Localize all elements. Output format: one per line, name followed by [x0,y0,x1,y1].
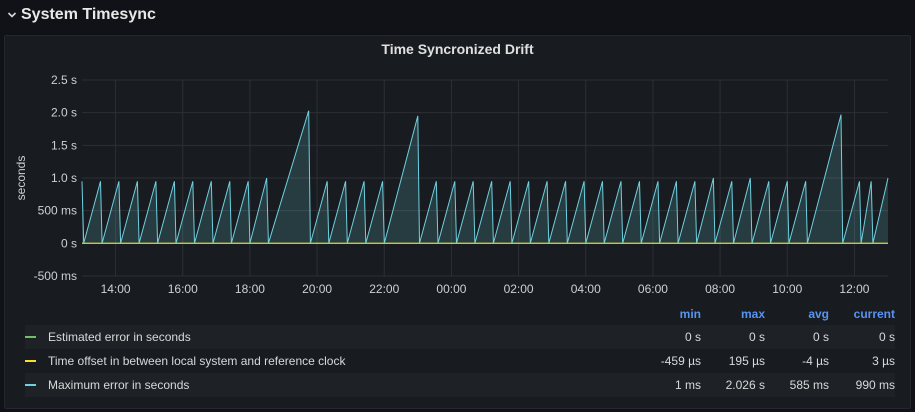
chevron-down-icon[interactable] [7,10,17,20]
x-tick-label: 08:00 [705,282,735,296]
y-tick-label: 1.5 s [51,138,77,152]
legend-header-min[interactable]: min [679,307,701,321]
legend-max: 195 µs [728,354,765,368]
legend-avg: 585 ms [789,378,829,392]
legend-series-name[interactable]: Time offset in between local system and … [48,354,346,368]
legend-current: 990 ms [855,378,895,392]
legend-table: min max avg current Estimated error in s… [25,303,895,397]
x-tick-label: 16:00 [168,282,198,296]
legend-min: -459 µs [660,354,701,368]
panel-title[interactable]: Time Syncronized Drift [381,41,534,57]
y-tick-label: -500 ms [34,269,77,283]
time-drift-panel: Time Syncronized Drift 2.5 s 2.0 s 1.5 s 1.… [4,35,911,409]
drift-chart[interactable]: 2.5 s 2.0 s 1.5 s 1.0 s 500 ms 0 s -500 ms 14:0… [5,36,910,301]
legend-rows: Estimated error in seconds 0 s 0 s 0 s 0… [25,325,895,397]
legend-max: 0 s [748,330,765,344]
y-tick-label: 1.0 s [51,171,77,185]
legend-header-avg[interactable]: avg [808,307,829,321]
series-color-swatch[interactable] [25,336,36,338]
y-tick-label: 0 s [61,236,77,250]
legend-min: 1 ms [674,378,701,392]
legend-series-name[interactable]: Estimated error in seconds [48,330,191,344]
legend-header-max[interactable]: max [740,307,765,321]
legend-header: min max avg current [25,303,895,325]
legend-avg: -4 µs [802,354,829,368]
x-tick-label: 04:00 [571,282,601,296]
x-tick-label: 12:00 [839,282,869,296]
legend-avg: 0 s [812,330,829,344]
legend-row-maximum-error[interactable]: Maximum error in seconds 1 ms 2.026 s 58… [25,373,895,397]
x-tick-label: 18:00 [235,282,265,296]
series-color-swatch[interactable] [25,360,36,362]
legend-max: 2.026 s [725,378,765,392]
row-header[interactable]: System Timesync [0,0,915,30]
y-tick-label: 2.0 s [51,106,77,120]
y-tick-label: 2.5 s [51,73,77,87]
series-area-maximum-error-in-seconds [82,110,888,244]
x-tick-label: 22:00 [369,282,399,296]
x-tick-label: 20:00 [302,282,332,296]
x-tick-label: 14:00 [101,282,131,296]
row-title[interactable]: System Timesync [21,6,156,23]
legend-min: 0 s [684,330,701,344]
legend-current: 0 s [878,330,895,344]
series-color-swatch[interactable] [25,384,36,386]
x-tick-label: 00:00 [436,282,466,296]
legend-current: 3 µs [872,354,895,368]
y-axis-label: seconds [14,156,28,201]
legend-row-estimated-error[interactable]: Estimated error in seconds 0 s 0 s 0 s 0… [25,325,895,349]
y-tick-label: 500 ms [38,204,77,218]
x-tick-label: 10:00 [772,282,802,296]
x-tick-label: 02:00 [504,282,534,296]
x-tick-label: 06:00 [638,282,668,296]
legend-series-name[interactable]: Maximum error in seconds [48,378,190,392]
legend-row-time-offset[interactable]: Time offset in between local system and … [25,349,895,373]
legend-header-current[interactable]: current [853,307,895,321]
